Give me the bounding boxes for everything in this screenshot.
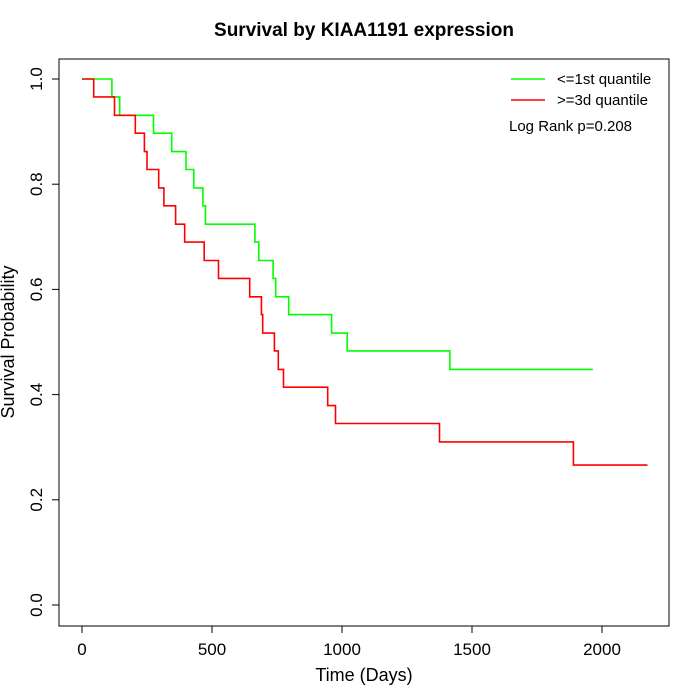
survival-curve-series-2: [82, 78, 648, 466]
y-axis-label: Survival Probability: [0, 265, 18, 418]
x-tick-label: 2000: [583, 640, 621, 659]
log-rank-annotation: Log Rank p=0.208: [509, 118, 632, 135]
y-tick-label: 1.0: [27, 67, 46, 91]
y-tick-label: 0.8: [27, 172, 46, 196]
x-tick-label: 500: [198, 640, 226, 659]
chart-title: Survival by KIAA1191 expression: [214, 20, 514, 41]
plot-frame: [58, 58, 670, 627]
x-tick-label: 1000: [323, 640, 361, 659]
x-tick-label: 0: [77, 640, 86, 659]
y-tick-label: 0.4: [27, 383, 46, 407]
survival-curve-series-1: [82, 78, 593, 371]
y-tick-label: 0.0: [27, 593, 46, 617]
x-axis: 0 500 1000 1500 2000: [77, 625, 621, 659]
x-axis-label: Time (Days): [315, 665, 412, 685]
y-tick-label: 0.6: [27, 278, 46, 302]
legend-label-series-1: <=1st quantile: [557, 71, 651, 88]
x-tick-label: 1500: [453, 640, 491, 659]
legend: <=1st quantile >=3d quantile: [511, 71, 651, 109]
series-layer: [82, 78, 648, 466]
y-tick-label: 0.2: [27, 488, 46, 512]
legend-label-series-2: >=3d quantile: [557, 92, 648, 109]
y-axis: 0.0 0.2 0.4 0.6 0.8 1.0: [27, 67, 60, 617]
